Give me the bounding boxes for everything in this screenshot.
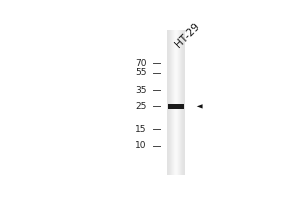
Text: HT-29: HT-29 bbox=[173, 21, 202, 49]
Text: 10: 10 bbox=[135, 141, 147, 150]
Text: 55: 55 bbox=[135, 68, 147, 77]
Text: 25: 25 bbox=[135, 102, 147, 111]
Text: 35: 35 bbox=[135, 86, 147, 95]
Text: 15: 15 bbox=[135, 125, 147, 134]
Text: 70: 70 bbox=[135, 59, 147, 68]
Bar bbox=[168, 104, 184, 109]
Polygon shape bbox=[197, 104, 203, 109]
